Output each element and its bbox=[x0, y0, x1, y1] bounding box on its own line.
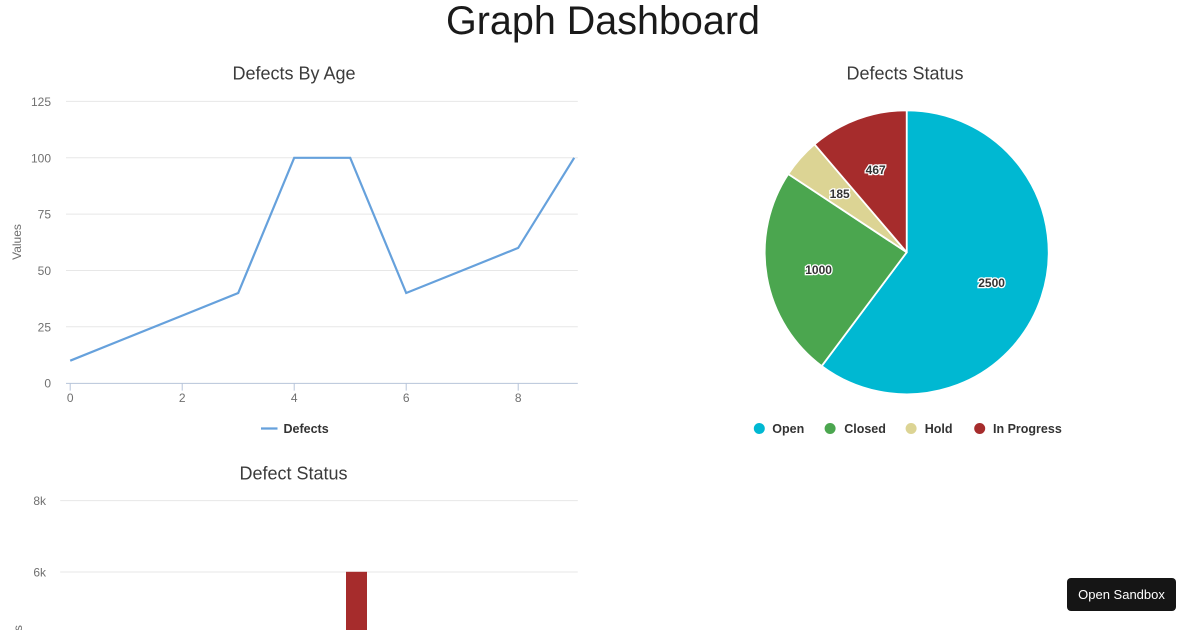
svg-text:Defects Status: Defects Status bbox=[846, 64, 963, 84]
svg-text:100: 100 bbox=[31, 151, 51, 165]
svg-text:0: 0 bbox=[67, 391, 74, 405]
svg-text:185: 185 bbox=[830, 187, 850, 201]
svg-text:Hold: Hold bbox=[925, 422, 953, 436]
svg-text:4: 4 bbox=[291, 391, 298, 405]
svg-text:75: 75 bbox=[38, 208, 52, 222]
svg-text:2500: 2500 bbox=[978, 276, 1005, 290]
svg-text:125: 125 bbox=[31, 95, 51, 109]
svg-text:Closed: Closed bbox=[844, 422, 886, 436]
svg-text:Defects By Age: Defects By Age bbox=[232, 64, 355, 84]
svg-text:2: 2 bbox=[179, 391, 186, 405]
svg-text:1000: 1000 bbox=[805, 263, 832, 277]
svg-text:467: 467 bbox=[866, 163, 886, 177]
svg-text:Defects: Defects bbox=[284, 422, 329, 436]
svg-text:8k: 8k bbox=[33, 494, 47, 508]
svg-text:25: 25 bbox=[38, 320, 52, 334]
svg-text:Values: Values bbox=[10, 224, 24, 260]
svg-text:8: 8 bbox=[515, 391, 522, 405]
svg-text:50: 50 bbox=[38, 264, 52, 278]
svg-text:0: 0 bbox=[44, 377, 51, 391]
svg-text:Open: Open bbox=[772, 422, 804, 436]
svg-text:Defect Status: Defect Status bbox=[239, 464, 347, 484]
svg-text:6: 6 bbox=[403, 391, 410, 405]
svg-text:In Progress: In Progress bbox=[993, 422, 1062, 436]
svg-text:6k: 6k bbox=[33, 566, 47, 580]
svg-text:Values: Values bbox=[11, 625, 25, 630]
